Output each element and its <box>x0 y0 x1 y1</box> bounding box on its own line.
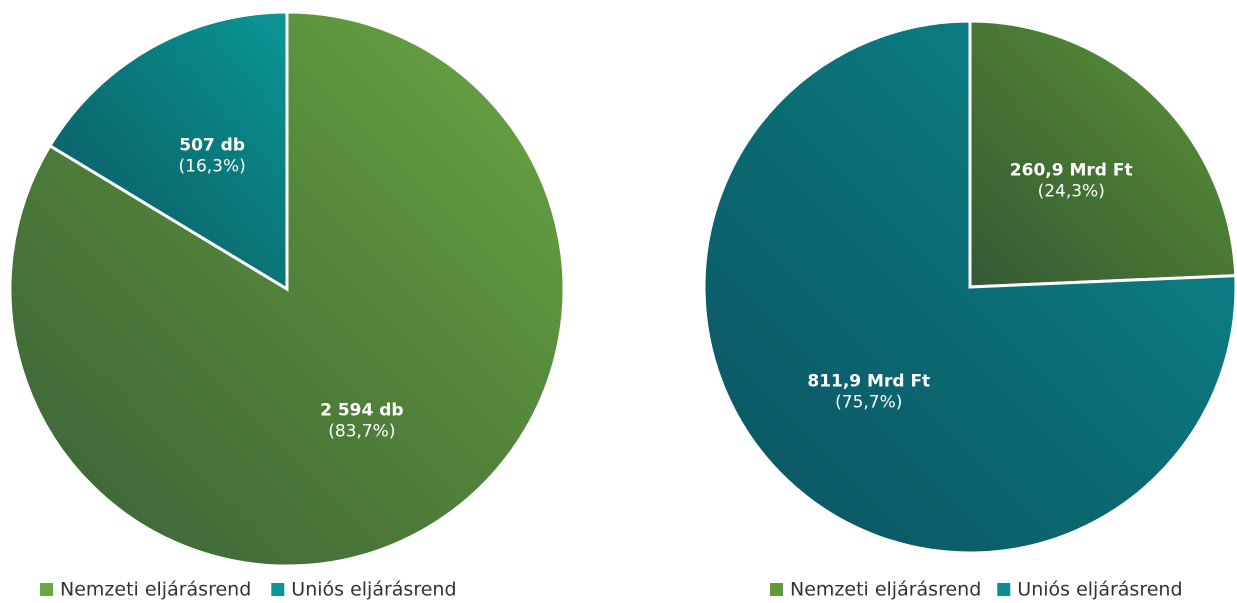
share-label: (16,3%) <box>179 156 246 176</box>
legend-label: Uniós eljárásrend <box>291 579 456 601</box>
slice-shade <box>702 19 1237 555</box>
slice-shade <box>47 10 289 292</box>
legend-swatch <box>770 583 783 596</box>
legend-swatch <box>40 583 53 596</box>
legend-label: Uniós eljárásrend <box>1017 579 1182 601</box>
value-label: 260,9 Mrd Ft <box>1010 160 1133 180</box>
slice-group <box>968 19 1237 289</box>
share-label: (24,3%) <box>1038 181 1105 201</box>
value-label: 2 594 db <box>320 401 404 421</box>
slice-group <box>702 19 1237 555</box>
value-label: 811,9 Mrd Ft <box>807 372 930 392</box>
legend-swatch <box>271 583 285 596</box>
legend-swatch <box>997 583 1011 596</box>
share-label: (75,7%) <box>835 393 902 413</box>
share-label: (83,7%) <box>328 422 395 442</box>
legend-label: Nemzeti eljárásrend <box>790 579 981 601</box>
slice-shade <box>968 19 1237 289</box>
value-label: 507 db <box>179 135 245 155</box>
slice-group <box>47 10 289 292</box>
legend-label: Nemzeti eljárásrend <box>60 579 251 601</box>
